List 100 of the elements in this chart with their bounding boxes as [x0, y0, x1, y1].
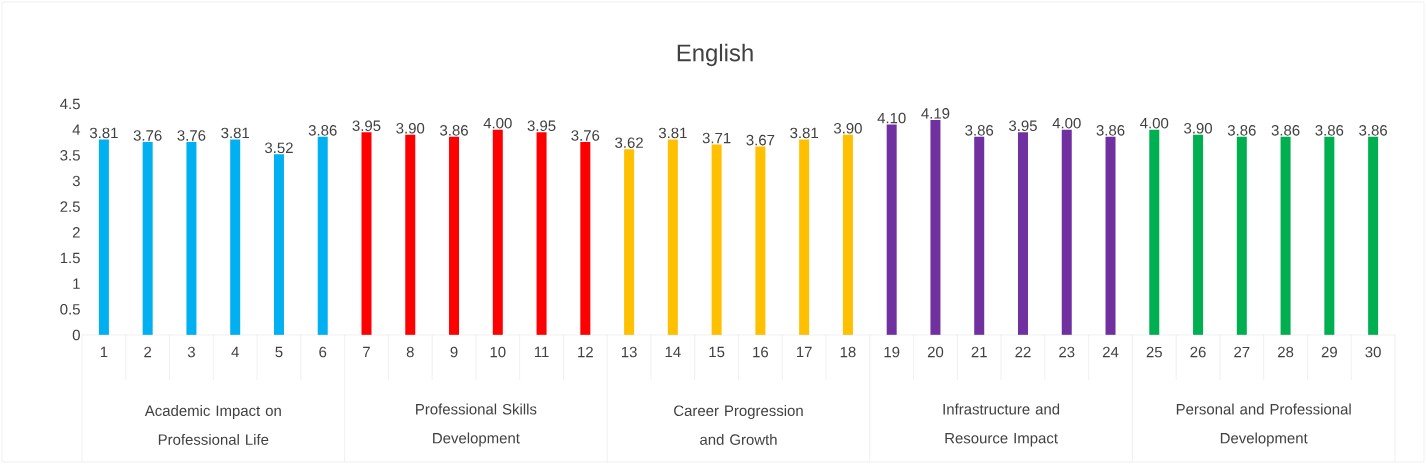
x-tick-label: 21 — [971, 346, 987, 358]
text: Academic Impact on Professional Life — [144, 405, 281, 445]
data-label: 3.86 — [440, 125, 468, 136]
data-label: 4.00 — [483, 117, 512, 129]
bar — [624, 149, 635, 335]
x-tick-label: 26 — [1190, 346, 1206, 358]
data-label: 3.90 — [1184, 123, 1212, 134]
bar — [1061, 129, 1072, 335]
x-tick-label: 22 — [1015, 346, 1031, 358]
bar — [1149, 129, 1160, 335]
x-tick-label: 2 — [144, 346, 152, 358]
bar — [974, 136, 985, 335]
data-label: 3.86 — [1227, 125, 1256, 136]
text: Professional Skills Development — [416, 403, 537, 447]
text: Infrastructure and Resource Impact — [943, 403, 1060, 447]
y-tick-label: 2 — [72, 227, 80, 238]
x-tick-label: 23 — [1059, 346, 1075, 358]
x-tick-label: 4 — [231, 346, 239, 358]
data-label: 3.81 — [89, 127, 118, 139]
bar — [711, 144, 722, 335]
text: Career Progression and Growth — [674, 405, 803, 445]
data-label: 4.00 — [1052, 117, 1081, 129]
data-label: 3.62 — [615, 137, 643, 148]
bar — [492, 129, 503, 335]
data-label: 4.10 — [877, 112, 906, 124]
bar — [536, 132, 547, 335]
x-tick-label: 13 — [621, 346, 637, 358]
data-label: 3.52 — [264, 142, 293, 154]
x-tick-label: 14 — [665, 346, 681, 358]
x-tick-label: 30 — [1365, 346, 1381, 358]
x-tick-label: 15 — [709, 346, 725, 358]
data-label: 3.90 — [833, 123, 862, 134]
bar — [361, 132, 372, 335]
x-tick-label: 3 — [187, 346, 195, 358]
x-tick-label: 18 — [840, 346, 856, 358]
data-label: 3.76 — [133, 130, 162, 141]
y-tick-label: 3.5 — [60, 150, 80, 161]
bar — [886, 124, 897, 335]
x-tick-label: 29 — [1321, 346, 1337, 358]
x-tick-label: 16 — [753, 346, 769, 358]
bar — [1236, 136, 1247, 335]
x-tick-label: 17 — [796, 346, 812, 358]
bar — [930, 119, 941, 335]
y-tick-label: 0 — [72, 329, 80, 341]
x-tick-label: 11 — [534, 346, 549, 358]
bar — [405, 134, 416, 335]
bar — [842, 134, 853, 335]
data-label: 3.81 — [221, 127, 250, 139]
x-tick-label: 7 — [363, 346, 370, 358]
x-tick-label: 5 — [275, 346, 283, 358]
y-tick-label: 4 — [72, 124, 81, 135]
x-tick-label: 25 — [1146, 346, 1162, 358]
bar — [1280, 136, 1291, 335]
data-label: 3.76 — [571, 130, 600, 141]
data-label: 3.81 — [658, 127, 687, 139]
y-tick-label: 4.5 — [60, 98, 80, 110]
x-tick-label: 8 — [406, 346, 414, 358]
chart-title: English — [677, 43, 753, 67]
data-label: 3.86 — [1271, 125, 1300, 136]
data-label: 4.00 — [1140, 117, 1169, 129]
bar — [142, 141, 153, 335]
bar — [799, 139, 810, 335]
x-tick-label: 27 — [1234, 346, 1250, 358]
data-label: 4.19 — [921, 108, 950, 119]
data-label: 3.86 — [308, 125, 337, 136]
data-label: 3.81 — [790, 127, 818, 139]
bar — [667, 139, 678, 335]
bar — [580, 141, 591, 335]
data-label: 3.95 — [1009, 120, 1037, 132]
bar — [449, 136, 460, 335]
data-label: 3.67 — [746, 134, 775, 146]
data-label: 3.86 — [1315, 125, 1344, 136]
bar — [1017, 132, 1028, 335]
y-tick-label: 1 — [73, 278, 80, 289]
data-label: 3.86 — [965, 125, 994, 136]
data-label: 3.86 — [1096, 125, 1125, 136]
bar — [230, 139, 241, 335]
x-tick-label: 24 — [1102, 346, 1119, 358]
x-tick-label: 1 — [100, 346, 108, 358]
y-tick-label: 1.5 — [60, 252, 80, 264]
data-label: 3.95 — [527, 120, 556, 132]
bar — [755, 146, 766, 335]
x-tick-label: 12 — [578, 346, 593, 358]
data-label: 3.86 — [1359, 125, 1387, 136]
y-tick-label: 2.5 — [60, 201, 80, 212]
data-label: 3.71 — [702, 132, 731, 144]
text: Personal and Professional Development — [1176, 403, 1351, 447]
data-label: 3.90 — [396, 123, 425, 134]
bar — [98, 139, 109, 335]
bar — [317, 136, 328, 335]
bar — [1105, 136, 1116, 335]
data-label: 3.76 — [177, 130, 206, 141]
bar — [186, 141, 197, 335]
y-tick-label: 0.5 — [60, 304, 80, 315]
bar — [1368, 136, 1379, 335]
x-tick-label: 20 — [927, 346, 944, 358]
x-tick-label: 9 — [450, 346, 458, 358]
bar — [1193, 134, 1204, 335]
x-tick-label: 19 — [884, 346, 900, 358]
data-label: 3.95 — [352, 120, 381, 132]
